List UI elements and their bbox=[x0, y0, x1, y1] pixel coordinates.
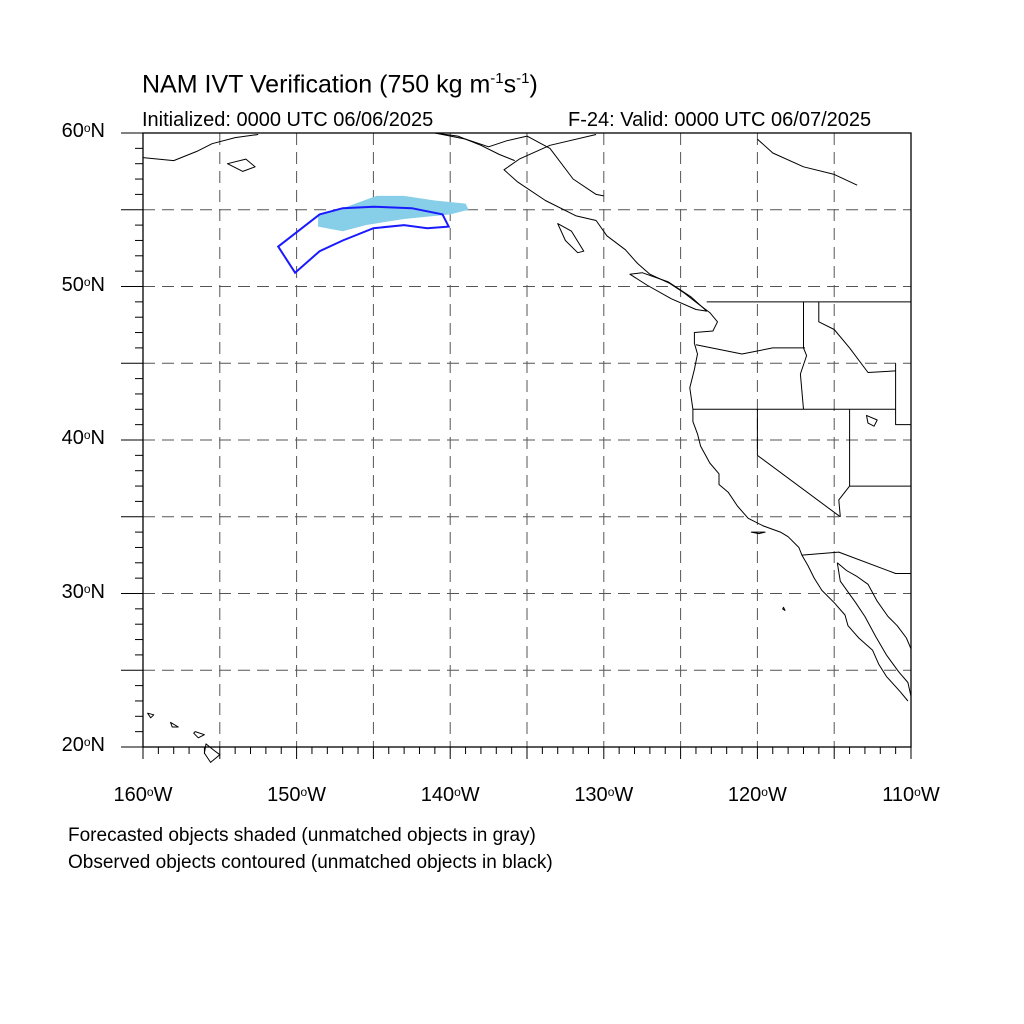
lat-label: 50oN bbox=[61, 273, 105, 296]
lat-label: 60oN bbox=[61, 120, 105, 142]
hawaii-island-kauai bbox=[147, 712, 155, 719]
baja-inner-coast bbox=[836, 562, 912, 697]
lat-label: 40oN bbox=[61, 427, 105, 449]
mexico-border bbox=[801, 551, 911, 574]
gulf-of-california-coast bbox=[836, 562, 912, 649]
guadalupe-island bbox=[782, 606, 786, 611]
oregon-washington-border bbox=[695, 344, 805, 355]
lon-label: 140oW bbox=[420, 784, 480, 806]
forecast-legend-note: Forecasted objects shaded (unmatched obj… bbox=[68, 825, 536, 846]
valid-time: F-24: Valid: 0000 UTC 06/07/2025 bbox=[568, 109, 872, 131]
west-coast-coastline bbox=[503, 134, 909, 702]
vancouver-island bbox=[629, 272, 708, 312]
montana-idaho-border bbox=[818, 301, 896, 373]
lon-label: 130oW bbox=[574, 784, 634, 806]
axis-ticks bbox=[121, 132, 912, 759]
haida-gwaii bbox=[557, 223, 585, 254]
alaska-coast-north bbox=[434, 132, 515, 162]
lon-label: 160oW bbox=[113, 784, 173, 806]
channel-islands bbox=[750, 531, 766, 535]
lat-lon-grid bbox=[143, 133, 911, 747]
idaho-west-border bbox=[799, 301, 808, 410]
lat-label: 30oN bbox=[61, 580, 105, 603]
hawaii-island-oahu bbox=[170, 721, 179, 728]
observed-legend-note: Observed objects contoured (unmatched ob… bbox=[68, 852, 553, 873]
hawaii-island-maui bbox=[193, 731, 205, 739]
alaska-canada-border bbox=[434, 132, 604, 197]
forecast-object-shaded bbox=[318, 195, 469, 232]
wyoming-west-border bbox=[895, 363, 911, 426]
arizona-nevada-border bbox=[838, 485, 850, 517]
alaska-peninsula bbox=[142, 134, 259, 162]
california-nevada-border bbox=[756, 409, 841, 518]
map-title: NAM IVT Verification (750 kg m-1s-1) bbox=[142, 70, 538, 99]
map-frame bbox=[142, 132, 912, 748]
observed-object-contour bbox=[276, 205, 451, 275]
great-salt-lake bbox=[866, 414, 878, 427]
lat-label: 20oN bbox=[61, 734, 105, 756]
lon-label: 120oW bbox=[727, 784, 787, 806]
ivt-objects-layer bbox=[276, 195, 469, 275]
canada-coast-inland bbox=[757, 138, 858, 186]
initialized-time: Initialized: 0000 UTC 06/06/2025 bbox=[142, 109, 434, 131]
kodiak-island bbox=[227, 158, 256, 172]
coastlines-borders-layer bbox=[142, 132, 912, 763]
lon-label: 110oW bbox=[882, 784, 940, 806]
lon-label: 150oW bbox=[267, 784, 327, 806]
